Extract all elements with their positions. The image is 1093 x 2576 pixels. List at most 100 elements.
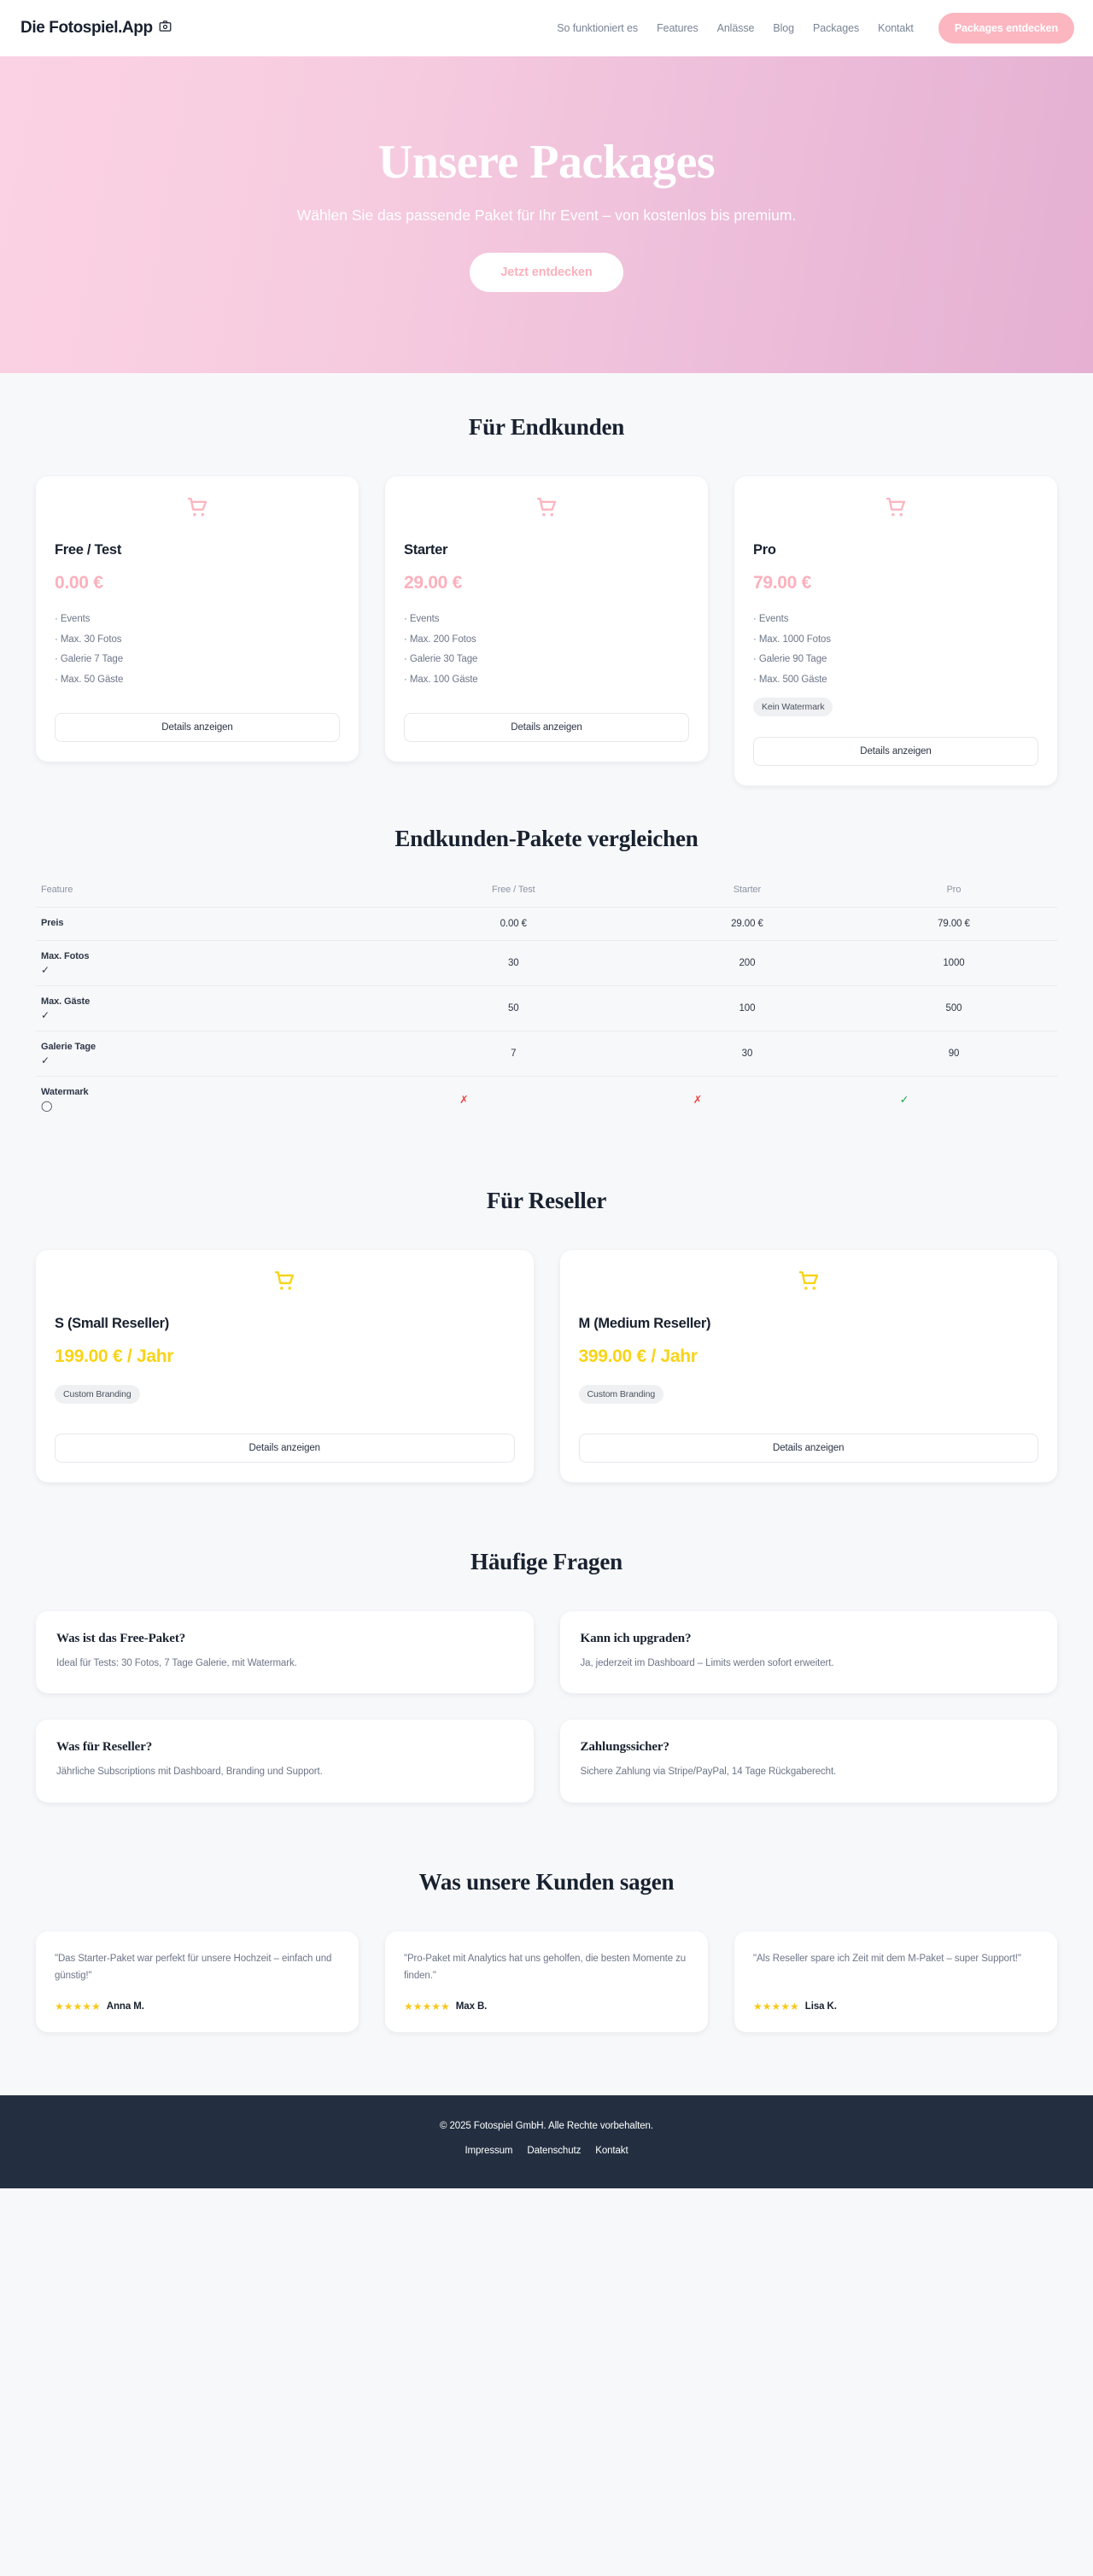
- nav-item-4[interactable]: Packages: [813, 22, 860, 34]
- footer-link-impressum[interactable]: Impressum: [465, 2145, 513, 2156]
- row-value-pro: 90: [850, 1030, 1057, 1077]
- pricing-card[interactable]: Starter 29.00 € · Events · Max. 200 Foto…: [385, 476, 708, 762]
- nav-item-3[interactable]: Blog: [773, 22, 794, 34]
- row-value-free: 30: [383, 939, 644, 986]
- pricing-card-price: 79.00 €: [753, 573, 811, 593]
- table-row: Watermark ◯ ✗ ✗ ✓: [36, 1076, 1057, 1122]
- faq-card[interactable]: Was für Reseller? Jährliche Subscription…: [36, 1720, 534, 1802]
- nav-item-2[interactable]: Anlässe: [716, 22, 755, 34]
- brand-logo[interactable]: Die Fotospiel.App: [20, 19, 172, 38]
- faq-card[interactable]: Kann ich upgraden? Ja, jederzeit im Dash…: [559, 1611, 1057, 1694]
- feature-item: · Galerie 30 Tage: [404, 654, 478, 665]
- cross-icon: ✗: [693, 1093, 703, 1106]
- status-badge: Custom Branding: [55, 1385, 140, 1405]
- hero-subtitle: Wählen Sie das passende Paket für Ihr Ev…: [296, 207, 797, 225]
- camera-icon: [159, 19, 172, 38]
- shopping-cart-icon: [272, 1268, 297, 1298]
- check-icon: ✓: [41, 963, 50, 976]
- faq-card[interactable]: Was ist das Free-Paket? Ideal für Tests:…: [36, 1611, 534, 1694]
- row-value-starter: 200: [643, 939, 850, 986]
- page-root: Die Fotospiel.App So funktioniert es Fea…: [0, 13, 1093, 2188]
- feature-item: · Max. 500 Gäste: [753, 675, 827, 686]
- site-footer: © 2025 Fotospiel GmbH. Alle Rechte vorbe…: [0, 2094, 1093, 2188]
- shopping-cart-icon: [796, 1268, 821, 1298]
- hero-cta-button[interactable]: Jetzt entdecken: [470, 253, 623, 293]
- faq-answer: Ja, jederzeit im Dashboard – Limits werd…: [580, 1658, 834, 1669]
- row-feature-name: Preis: [36, 906, 383, 941]
- testimonial-author: Anna M.: [106, 2001, 144, 2012]
- row-value-pro: 79.00 €: [850, 906, 1057, 941]
- nav-item-5[interactable]: Kontakt: [878, 22, 914, 34]
- reseller-card-price: 399.00 € / Jahr: [578, 1346, 698, 1367]
- reseller-card[interactable]: M (Medium Reseller) 399.00 € / Jahr Cust…: [559, 1250, 1057, 1483]
- status-badge: Kein Watermark: [753, 697, 833, 716]
- check-icon: ✓: [41, 1054, 50, 1066]
- table-row: Preis 0.00 € 29.00 € 79.00 €: [36, 906, 1057, 941]
- pricing-card-features: · Events · Max. 30 Fotos · Galerie 7 Tag…: [55, 610, 340, 691]
- star-rating-icon: ★★★★★: [404, 2000, 450, 2012]
- pricing-card[interactable]: Pro 79.00 € · Events · Max. 1000 Fotos ·…: [734, 476, 1057, 786]
- nav-item-1[interactable]: Features: [657, 22, 698, 34]
- details-button[interactable]: Details anzeigen: [753, 736, 1038, 766]
- hero-title: Unsere Packages: [377, 135, 716, 189]
- testimonial-quote: "Das Starter-Paket war perfekt für unser…: [55, 1953, 332, 1981]
- row-mark-pro: ✓: [850, 1076, 1057, 1122]
- header-cta-button[interactable]: Packages entdecken: [938, 13, 1074, 44]
- faq-section: Häufige Fragen Was ist das Free-Paket? I…: [0, 1482, 1093, 1802]
- pricing-card-name: Starter: [404, 542, 448, 558]
- reseller-section: Für Reseller S (Small Reseller) 199.00 €…: [0, 1121, 1093, 1483]
- feature-item: · Max. 50 Gäste: [55, 675, 124, 686]
- row-value-free: 0.00 €: [383, 906, 644, 941]
- faq-answer: Jährliche Subscriptions mit Dashboard, B…: [56, 1767, 323, 1778]
- faq-question: Was ist das Free-Paket?: [56, 1632, 186, 1646]
- pricing-card[interactable]: Free / Test 0.00 € · Events · Max. 30 Fo…: [36, 476, 359, 762]
- compare-title: Endkunden-Pakete vergleichen: [395, 825, 698, 851]
- testimonial-author: Lisa K.: [804, 2001, 837, 2012]
- feature-item: · Events: [55, 614, 91, 624]
- row-mark-starter: ✗: [643, 1076, 850, 1122]
- reseller-card-badges: Custom Branding: [578, 1385, 1039, 1405]
- footer-link-datenschutz[interactable]: Datenschutz: [527, 2145, 582, 2156]
- footer-copyright: © 2025 Fotospiel GmbH. Alle Rechte vorbe…: [440, 2120, 653, 2131]
- details-button[interactable]: Details anzeigen: [55, 1434, 515, 1463]
- testimonial-card: "Das Starter-Paket war perfekt für unser…: [36, 1931, 359, 2032]
- table-row: Max. Gäste ✓ 50 100 500: [36, 984, 1057, 1031]
- row-feature-label: Max. Gäste: [41, 996, 91, 1007]
- testimonial-card: "Pro-Paket mit Analytics hat uns geholfe…: [385, 1931, 708, 2032]
- reseller-card-badges: Custom Branding: [55, 1385, 515, 1405]
- faq-title: Häufige Fragen: [471, 1549, 622, 1575]
- faq-card[interactable]: Zahlungssicher? Sichere Zahlung via Stri…: [559, 1720, 1057, 1802]
- column-header-pro: Pro: [946, 884, 961, 895]
- row-value-free: 7: [383, 1030, 644, 1077]
- feature-item: · Galerie 90 Tage: [753, 654, 827, 665]
- pricing-card-features: · Events · Max. 200 Fotos · Galerie 30 T…: [404, 610, 689, 691]
- compare-table: Feature Free / Test Starter Pro Preis 0.…: [36, 878, 1057, 1122]
- details-button[interactable]: Details anzeigen: [578, 1434, 1038, 1463]
- row-mark-free: ✗: [383, 1076, 644, 1122]
- row-feature-label: Galerie Tage: [41, 1041, 96, 1052]
- nav-item-0[interactable]: So funktioniert es: [557, 22, 639, 34]
- pricing-card-price: 0.00 €: [55, 573, 103, 593]
- testimonial-card: "Als Reseller spare ich Zeit mit dem M-P…: [734, 1931, 1057, 2032]
- row-feature-name: Max. Gäste ✓: [36, 984, 383, 1031]
- reseller-card[interactable]: S (Small Reseller) 199.00 € / Jahr Custo…: [36, 1250, 534, 1483]
- reseller-card-name: S (Small Reseller): [55, 1316, 169, 1332]
- shopping-cart-icon: [534, 494, 559, 524]
- footer-link-kontakt[interactable]: Kontakt: [595, 2145, 628, 2156]
- pricing-card-badges: Kein Watermark: [753, 697, 1038, 716]
- feature-item: · Max. 200 Fotos: [404, 634, 476, 645]
- details-button[interactable]: Details anzeigen: [404, 712, 689, 742]
- testimonials-section: Was unsere Kunden sagen "Das Starter-Pak…: [0, 1802, 1093, 2095]
- details-button[interactable]: Details anzeigen: [55, 712, 340, 742]
- column-header-feature: Feature: [41, 884, 73, 895]
- hero-section: Unsere Packages Wählen Sie das passende …: [0, 56, 1093, 373]
- cross-icon: ✗: [459, 1093, 469, 1106]
- shopping-cart-icon: [184, 494, 210, 524]
- endkunden-card-grid: Free / Test 0.00 € · Events · Max. 30 Fo…: [20, 476, 1073, 786]
- status-badge: Custom Branding: [578, 1385, 664, 1405]
- main-nav: So funktioniert es Features Anlässe Blog…: [557, 13, 1074, 44]
- table-header-row: Feature Free / Test Starter Pro: [36, 878, 1057, 908]
- testimonial-quote: "Pro-Paket mit Analytics hat uns geholfe…: [404, 1953, 687, 1981]
- feature-item: · Max. 100 Gäste: [404, 675, 478, 686]
- reseller-card-grid: S (Small Reseller) 199.00 € / Jahr Custo…: [20, 1250, 1073, 1483]
